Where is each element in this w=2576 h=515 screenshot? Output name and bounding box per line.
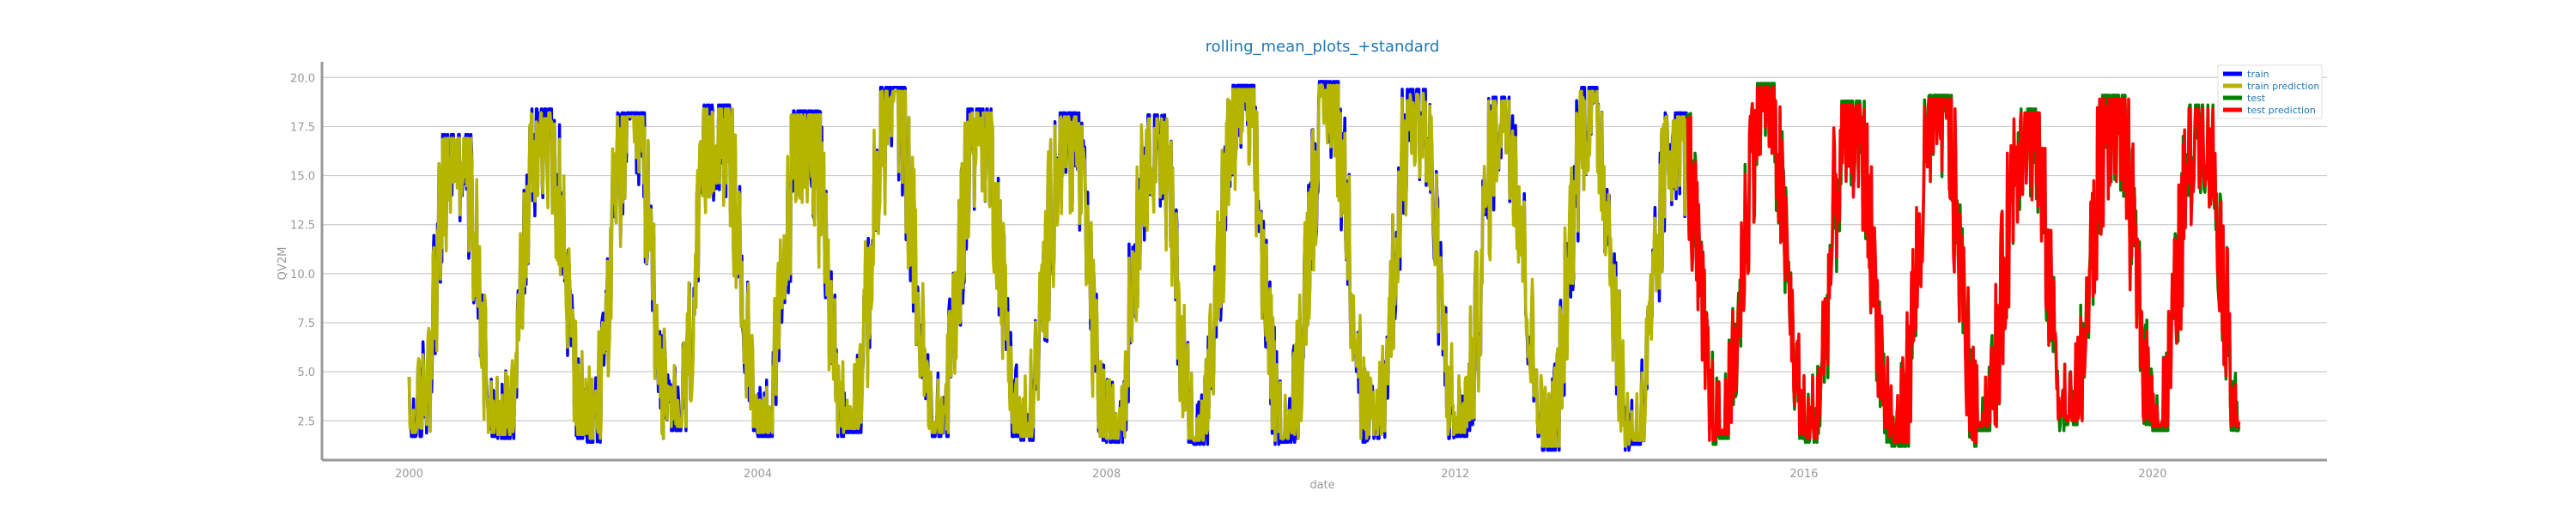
y-tick-label: 7.5 [297, 318, 315, 330]
legend-label: test prediction [2247, 105, 2316, 116]
legend-label: train [2247, 69, 2269, 80]
x-tick-label: 2016 [1789, 468, 1818, 481]
x-tick-label: 2012 [1441, 468, 1469, 481]
chart-title: rolling_mean_plots_+standard [1206, 38, 1440, 56]
series-line-test-prediction [1686, 85, 2241, 445]
legend-label: test [2247, 93, 2266, 104]
x-axis-label: date [1309, 479, 1334, 492]
y-tick-label: 5.0 [297, 367, 315, 379]
y-tick-label: 10.0 [290, 269, 315, 282]
y-axis-label: QV2M [276, 247, 289, 281]
y-tick-label: 20.0 [290, 72, 315, 85]
x-tick-label: 2020 [2138, 468, 2166, 481]
series-line-train-prediction [407, 83, 1689, 448]
y-tick-label: 12.5 [290, 220, 315, 233]
y-tick-label: 15.0 [290, 171, 315, 184]
y-tick-label: 17.5 [290, 121, 315, 134]
x-tick-label: 2000 [395, 468, 423, 481]
y-tick-label: 2.5 [297, 415, 315, 428]
series-layer [407, 80, 2241, 452]
legend-label: train prediction [2247, 81, 2319, 92]
x-tick-label: 2004 [744, 468, 772, 481]
x-tick-label: 2008 [1092, 468, 1121, 481]
axes-layer: 2.5 5.0 7.5 10.0 12.5 15.0 17.5 20.0 2000 2004 200… [290, 62, 2327, 481]
